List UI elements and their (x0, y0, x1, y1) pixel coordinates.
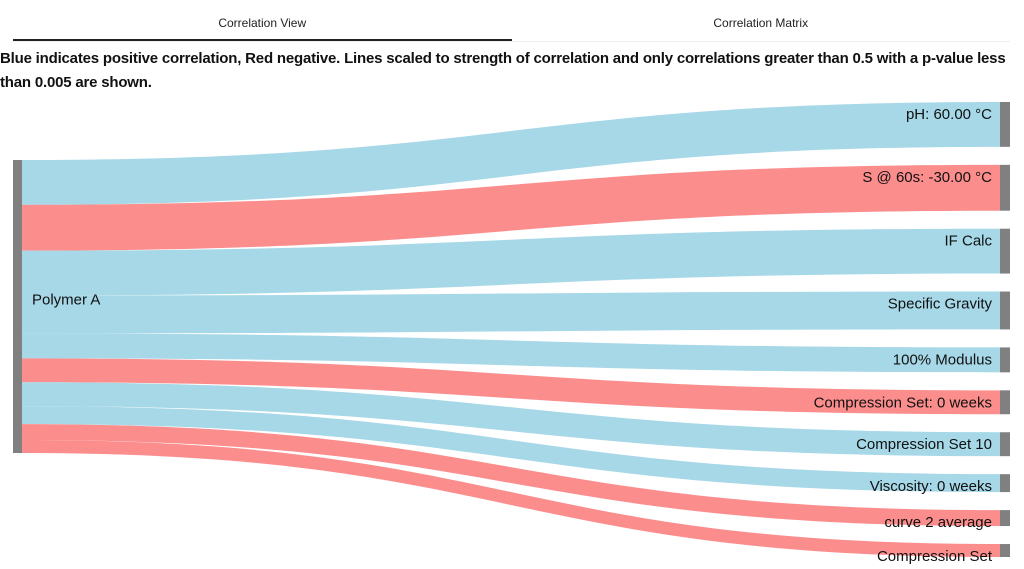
target-label-4: 100% Modulus (893, 351, 992, 368)
target-node-6[interactable] (1000, 432, 1010, 457)
link-1[interactable] (22, 164, 1000, 251)
tab-correlation-view[interactable]: Correlation View (13, 0, 512, 41)
target-node-4[interactable] (1000, 347, 1010, 373)
target-node-3[interactable] (1000, 291, 1010, 330)
target-label-8: curve 2 average (884, 514, 992, 531)
link-7[interactable] (22, 406, 1000, 493)
link-0[interactable] (22, 102, 1000, 205)
target-node-5[interactable] (1000, 390, 1010, 415)
target-node-8[interactable] (1000, 510, 1010, 527)
link-6[interactable] (22, 382, 1000, 457)
link-3[interactable] (22, 291, 1000, 334)
link-5[interactable] (22, 358, 1000, 415)
link-4[interactable] (22, 333, 1000, 373)
target-label-1: S @ 60s: -30.00 °C (862, 169, 992, 186)
tab-correlation-matrix[interactable]: Correlation Matrix (713, 16, 809, 30)
target-label-2: IF Calc (944, 233, 992, 250)
target-label-3: Specific Gravity (888, 296, 993, 313)
target-label-5: Compression Set: 0 weeks (814, 394, 992, 411)
link-2[interactable] (22, 228, 1000, 296)
target-node-2[interactable] (1000, 228, 1010, 274)
target-label-0: pH: 60.00 °C (906, 106, 992, 123)
chart-description: Blue indicates positive correlation, Red… (0, 50, 1006, 91)
source-node[interactable] (13, 160, 22, 453)
target-node-1[interactable] (1000, 164, 1010, 211)
target-node-7[interactable] (1000, 474, 1010, 493)
target-label-9: Compression Set (877, 548, 993, 565)
link-9[interactable] (22, 440, 1000, 557)
links-group (22, 102, 1000, 557)
nodes-group (13, 102, 1010, 557)
tab-bar: Correlation View Correlation Matrix (13, 0, 1010, 42)
target-label-7: Viscosity: 0 weeks (870, 478, 992, 495)
link-8[interactable] (22, 424, 1000, 527)
labels-group: pH: 60.00 °C S @ 60s: -30.00 °C IF Calc Spe… (32, 106, 993, 565)
target-label-6: Compression Set 10 (856, 436, 992, 453)
target-node-0[interactable] (1000, 102, 1010, 147)
source-label: Polymer A (32, 292, 100, 309)
target-node-9[interactable] (1000, 544, 1010, 557)
